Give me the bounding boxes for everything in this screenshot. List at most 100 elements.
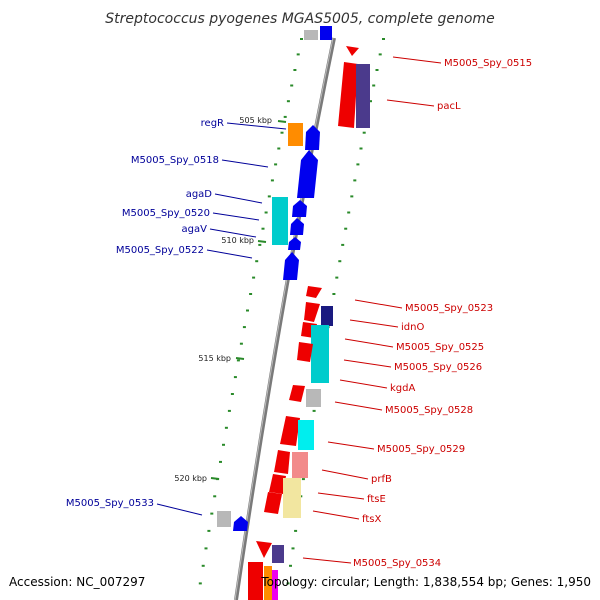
gene-arrow-red xyxy=(346,46,359,56)
gene-arrow-red xyxy=(289,385,305,402)
gene-arrow-blue xyxy=(290,218,304,235)
outer-tick-dot xyxy=(332,293,336,295)
leader-line xyxy=(226,122,287,130)
gene-arrow-red xyxy=(297,342,313,362)
scale-tick-520 xyxy=(210,477,220,480)
scale-label-505: 505 kbp xyxy=(239,116,272,125)
inner-tick-dot xyxy=(290,84,294,87)
inner-tick-dot xyxy=(261,227,265,230)
inner-tick-dot xyxy=(300,38,303,40)
topology-text: Topology: circular; Length: 1,838,554 bp… xyxy=(260,575,591,589)
gene-label-reverse[interactable]: regR xyxy=(201,118,224,129)
gene-label-reverse[interactable]: M5005_Spy_0533 xyxy=(66,498,154,509)
scale-tick-515 xyxy=(235,357,245,360)
scale-markers: 505 kbp 510 kbp 515 kbp 520 kbp xyxy=(174,116,287,483)
inner-tick-dot xyxy=(198,582,202,585)
gene-arrow-red xyxy=(269,474,286,494)
gene-arrow-blue xyxy=(283,252,299,280)
inner-tick-dot xyxy=(267,195,271,198)
leader-line xyxy=(354,299,403,309)
gene-label-reverse[interactable]: M5005_Spy_0518 xyxy=(131,155,219,166)
scale-label-510: 510 kbp xyxy=(221,236,254,245)
gene-block-cyan xyxy=(272,197,288,245)
inner-tick-dot xyxy=(280,131,284,134)
gene-label-forward[interactable]: ftsE xyxy=(367,494,386,505)
gene-block-orange xyxy=(288,123,303,146)
gene-label-forward[interactable]: M5005_Spy_0525 xyxy=(396,342,484,353)
leader-line xyxy=(392,56,442,64)
inner-tick-dot xyxy=(219,460,222,463)
gene-block-purple xyxy=(356,64,370,128)
outer-tick-dot xyxy=(372,84,376,87)
gene-arrow-blue xyxy=(233,516,248,531)
leader-line xyxy=(343,359,392,368)
gene-block-orange xyxy=(264,566,272,600)
gene-label-reverse[interactable]: M5005_Spy_0522 xyxy=(116,245,204,256)
leader-line xyxy=(344,338,394,348)
leader-line xyxy=(386,99,435,107)
leader-line xyxy=(339,379,388,389)
gene-block-navy xyxy=(272,545,284,563)
inner-tick-dot xyxy=(277,147,281,150)
gene-arrow-red xyxy=(274,450,290,474)
outer-tick-dot xyxy=(382,38,385,40)
gene-arrow-red xyxy=(280,416,300,446)
gene-label-reverse[interactable]: M5005_Spy_0520 xyxy=(122,208,210,219)
inner-tick-dot xyxy=(286,100,290,103)
gene-label-forward[interactable]: M5005_Spy_0523 xyxy=(405,303,493,314)
inner-tick-dot xyxy=(252,276,256,279)
leader-line xyxy=(327,441,375,450)
gene-label-reverse[interactable]: agaV xyxy=(182,224,208,235)
inner-tick-dot xyxy=(224,426,228,429)
leader-line xyxy=(206,249,253,259)
gene-arrow-red xyxy=(338,62,358,128)
scale-tick-510 xyxy=(257,240,267,243)
leader-line xyxy=(334,401,383,411)
gene-label-forward[interactable]: M5005_Spy_0534 xyxy=(353,558,441,569)
leader-line xyxy=(209,228,257,238)
gene-arrow-red xyxy=(306,286,322,298)
outer-tick-dot xyxy=(286,582,290,585)
inner-tick-dot xyxy=(283,115,287,118)
gene-block-khaki xyxy=(283,478,301,518)
outer-tick-dot xyxy=(335,276,339,279)
inner-tick-dot xyxy=(230,393,234,395)
inner-tick-dot xyxy=(293,69,297,71)
gene-arrow-blue xyxy=(305,125,320,150)
inner-tick-dot xyxy=(222,443,225,446)
gene-label-forward[interactable]: M5005_Spy_0526 xyxy=(394,362,482,373)
reverse-gene-labels: regR M5005_Spy_0518 agaD M5005_Spy_0520 … xyxy=(66,118,287,516)
leader-line xyxy=(321,469,369,480)
gene-label-forward[interactable]: M5005_Spy_0528 xyxy=(385,405,473,416)
outer-tick-dot xyxy=(375,69,379,71)
gene-block-grey xyxy=(306,389,321,407)
leader-line xyxy=(312,510,360,520)
gene-label-reverse[interactable]: agaD xyxy=(186,189,213,200)
gene-label-forward[interactable]: pacL xyxy=(437,101,461,112)
gene-label-forward[interactable]: M5005_Spy_0515 xyxy=(444,58,532,69)
outer-tick-dot xyxy=(347,211,351,214)
gene-label-forward[interactable]: kgdA xyxy=(390,383,415,394)
leader-line xyxy=(214,193,263,204)
gene-block-cyan xyxy=(298,420,314,450)
reverse-strand-features xyxy=(217,26,332,531)
gene-block-salmon xyxy=(292,452,308,478)
outer-tick-dot xyxy=(312,409,316,412)
outer-tick-dot xyxy=(289,564,292,567)
inner-tick-dot xyxy=(264,211,268,214)
outer-tick-dot xyxy=(378,53,382,56)
gene-arrow-red xyxy=(256,541,272,558)
gene-label-forward[interactable]: ftsX xyxy=(362,514,381,525)
inner-tick-dot xyxy=(210,512,214,515)
gene-arrow-blue xyxy=(288,237,301,250)
leader-line xyxy=(156,503,203,516)
outer-tick-dot xyxy=(294,529,298,532)
leader-line xyxy=(317,492,365,500)
gene-label-forward[interactable]: prfB xyxy=(371,474,392,485)
forward-strand-features xyxy=(248,46,370,600)
gene-label-forward[interactable]: idnO xyxy=(401,322,424,333)
outer-tick-dot xyxy=(353,179,357,182)
gene-label-forward[interactable]: M5005_Spy_0529 xyxy=(377,444,465,455)
leader-line xyxy=(302,557,352,564)
